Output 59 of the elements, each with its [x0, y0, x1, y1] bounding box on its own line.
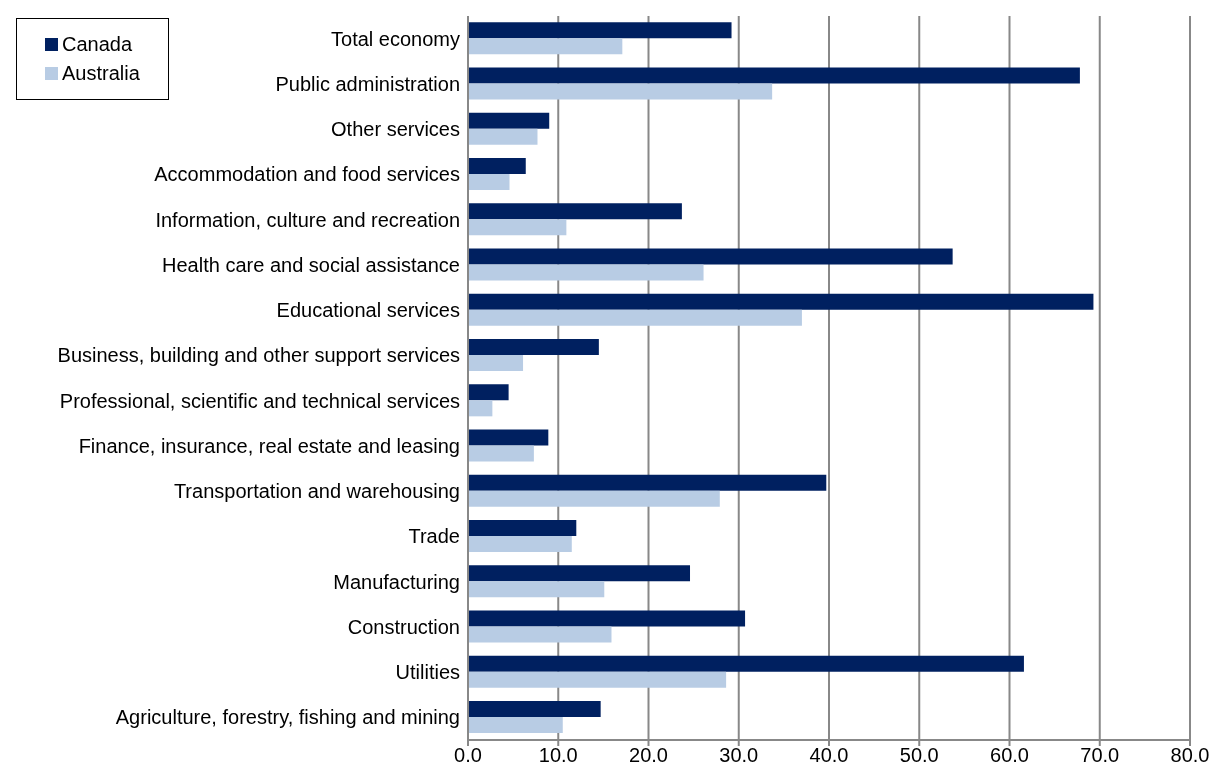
y-tick-label: Manufacturing [333, 570, 460, 593]
bar [468, 445, 534, 462]
y-tick-label: Information, culture and recreation [155, 208, 460, 231]
bar [468, 474, 827, 491]
bar [468, 112, 550, 129]
y-tick-label: Transportation and warehousing [173, 480, 460, 503]
bar [468, 429, 549, 446]
x-tick-label: 30.0 [719, 744, 759, 767]
x-tick-label: 20.0 [629, 744, 668, 767]
bar [468, 158, 526, 175]
y-tick-label: Trade [408, 525, 460, 548]
bar [468, 400, 493, 417]
y-tick-label: Educational services [276, 299, 460, 322]
bar [468, 671, 727, 688]
bar [468, 38, 623, 55]
y-tick-label: Construction [347, 615, 460, 638]
x-tick-label: 40.0 [809, 744, 849, 767]
bar [468, 520, 577, 537]
y-tick-label: Total economy [331, 27, 460, 50]
y-tick-label: Business, building and other support services [57, 344, 460, 367]
bar [468, 655, 1024, 672]
bar [468, 490, 720, 507]
bar [468, 293, 1094, 310]
bar [468, 610, 746, 627]
x-tick-label: 80.0 [1170, 744, 1210, 767]
legend-label: Canada [62, 33, 133, 56]
bar [468, 339, 599, 356]
x-tick-label: 60.0 [990, 744, 1029, 767]
y-tick-label: Public administration [275, 72, 460, 95]
bar [468, 626, 612, 643]
bar [468, 264, 704, 281]
y-tick-label: Health care and social assistance [162, 253, 460, 276]
x-tick-label: 10.0 [538, 744, 578, 767]
bar [468, 248, 953, 265]
bar [468, 384, 509, 401]
y-tick-label: Finance, insurance, real estate and leasing [78, 434, 460, 457]
bar [468, 203, 682, 220]
bar [468, 355, 524, 372]
y-tick-label: Professional, scientific and technical services [59, 389, 460, 412]
bar [468, 128, 538, 145]
y-tick-label: Agriculture, forestry, fishing and mining [115, 706, 460, 729]
x-tick-label: 0.0 [454, 744, 482, 767]
bar [468, 701, 601, 718]
x-tick-label: 50.0 [899, 744, 939, 767]
bar [468, 67, 1080, 84]
y-tick-label: Utilities [395, 661, 460, 684]
bar [468, 219, 567, 236]
x-tick-label: 70.0 [1080, 744, 1120, 767]
bar [468, 717, 563, 734]
bar [468, 174, 510, 191]
bar [468, 83, 773, 100]
bar [468, 309, 802, 326]
y-tick-label: Accommodation and food services [154, 163, 460, 186]
legend-label: Australia [62, 62, 140, 85]
bar [468, 536, 572, 553]
bar [468, 565, 691, 582]
bar [468, 22, 732, 39]
bar [468, 581, 605, 598]
y-tick-label: Other services [331, 118, 460, 141]
